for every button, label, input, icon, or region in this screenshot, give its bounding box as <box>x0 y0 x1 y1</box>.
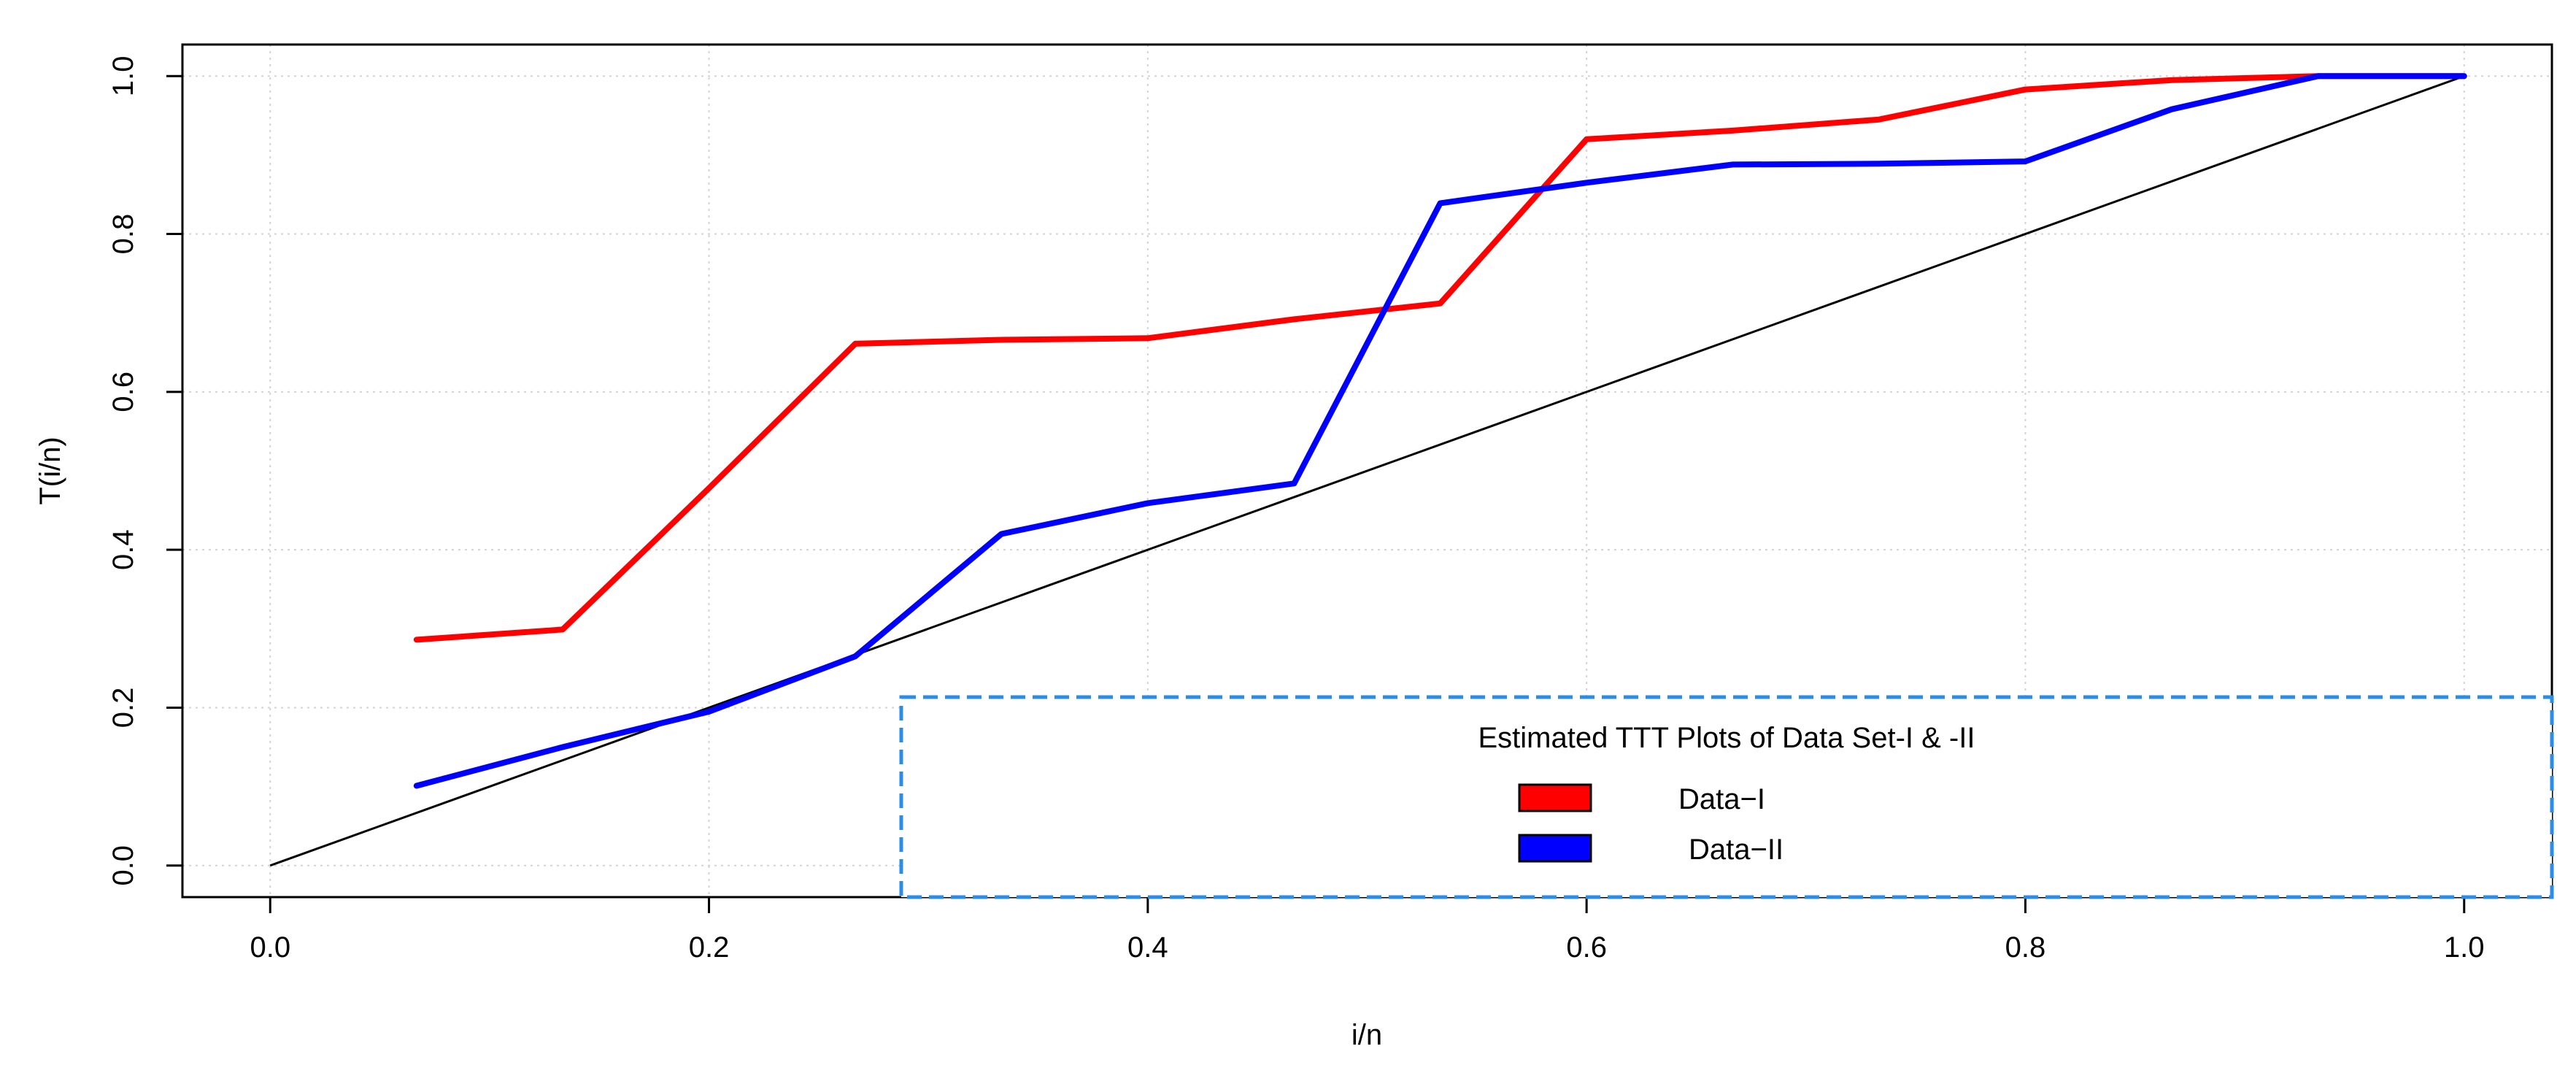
legend-label-data-ii: Data−II <box>1689 834 1783 866</box>
series-lines <box>413 73 2467 789</box>
legend-title: Estimated TTT Plots of Data Set-I & -II <box>1478 722 1975 754</box>
reference-line-group <box>269 74 2465 867</box>
y-axis-label: T(i/n) <box>34 437 66 504</box>
y-tick-label: 0.6 <box>107 372 139 412</box>
y-tick-label: 0.2 <box>107 688 139 728</box>
x-tick-label: 0.6 <box>1566 931 1607 964</box>
x-tick-label: 0.2 <box>689 931 730 964</box>
x-tick-label: 0.8 <box>2005 931 2046 964</box>
reference-line <box>269 74 2465 867</box>
series-line-data-ii <box>413 73 2467 789</box>
legend: Estimated TTT Plots of Data Set-I & -II … <box>899 695 2554 899</box>
x-tick-label: 0.4 <box>1127 931 1168 964</box>
y-tick-label: 0.4 <box>107 529 139 570</box>
legend-swatch-data-ii <box>1518 834 1592 863</box>
legend-swatch-data-i <box>1518 783 1592 812</box>
legend-box <box>899 695 2554 899</box>
series-line-data-i <box>413 73 2467 643</box>
y-tick-label: 1.0 <box>107 55 139 96</box>
x-tick-label: 1.0 <box>2444 931 2485 964</box>
y-tick-label: 0.0 <box>107 845 139 886</box>
y-axis: 0.0 0.2 0.4 0.6 0.8 1.0 <box>107 55 182 886</box>
legend-label-data-i: Data−I <box>1678 783 1765 815</box>
y-tick-label: 0.8 <box>107 214 139 255</box>
x-axis-label: i/n <box>1351 1019 1382 1051</box>
x-tick-label: 0.0 <box>250 931 290 964</box>
x-axis: 0.0 0.2 0.4 0.6 0.8 1.0 <box>250 897 2485 964</box>
